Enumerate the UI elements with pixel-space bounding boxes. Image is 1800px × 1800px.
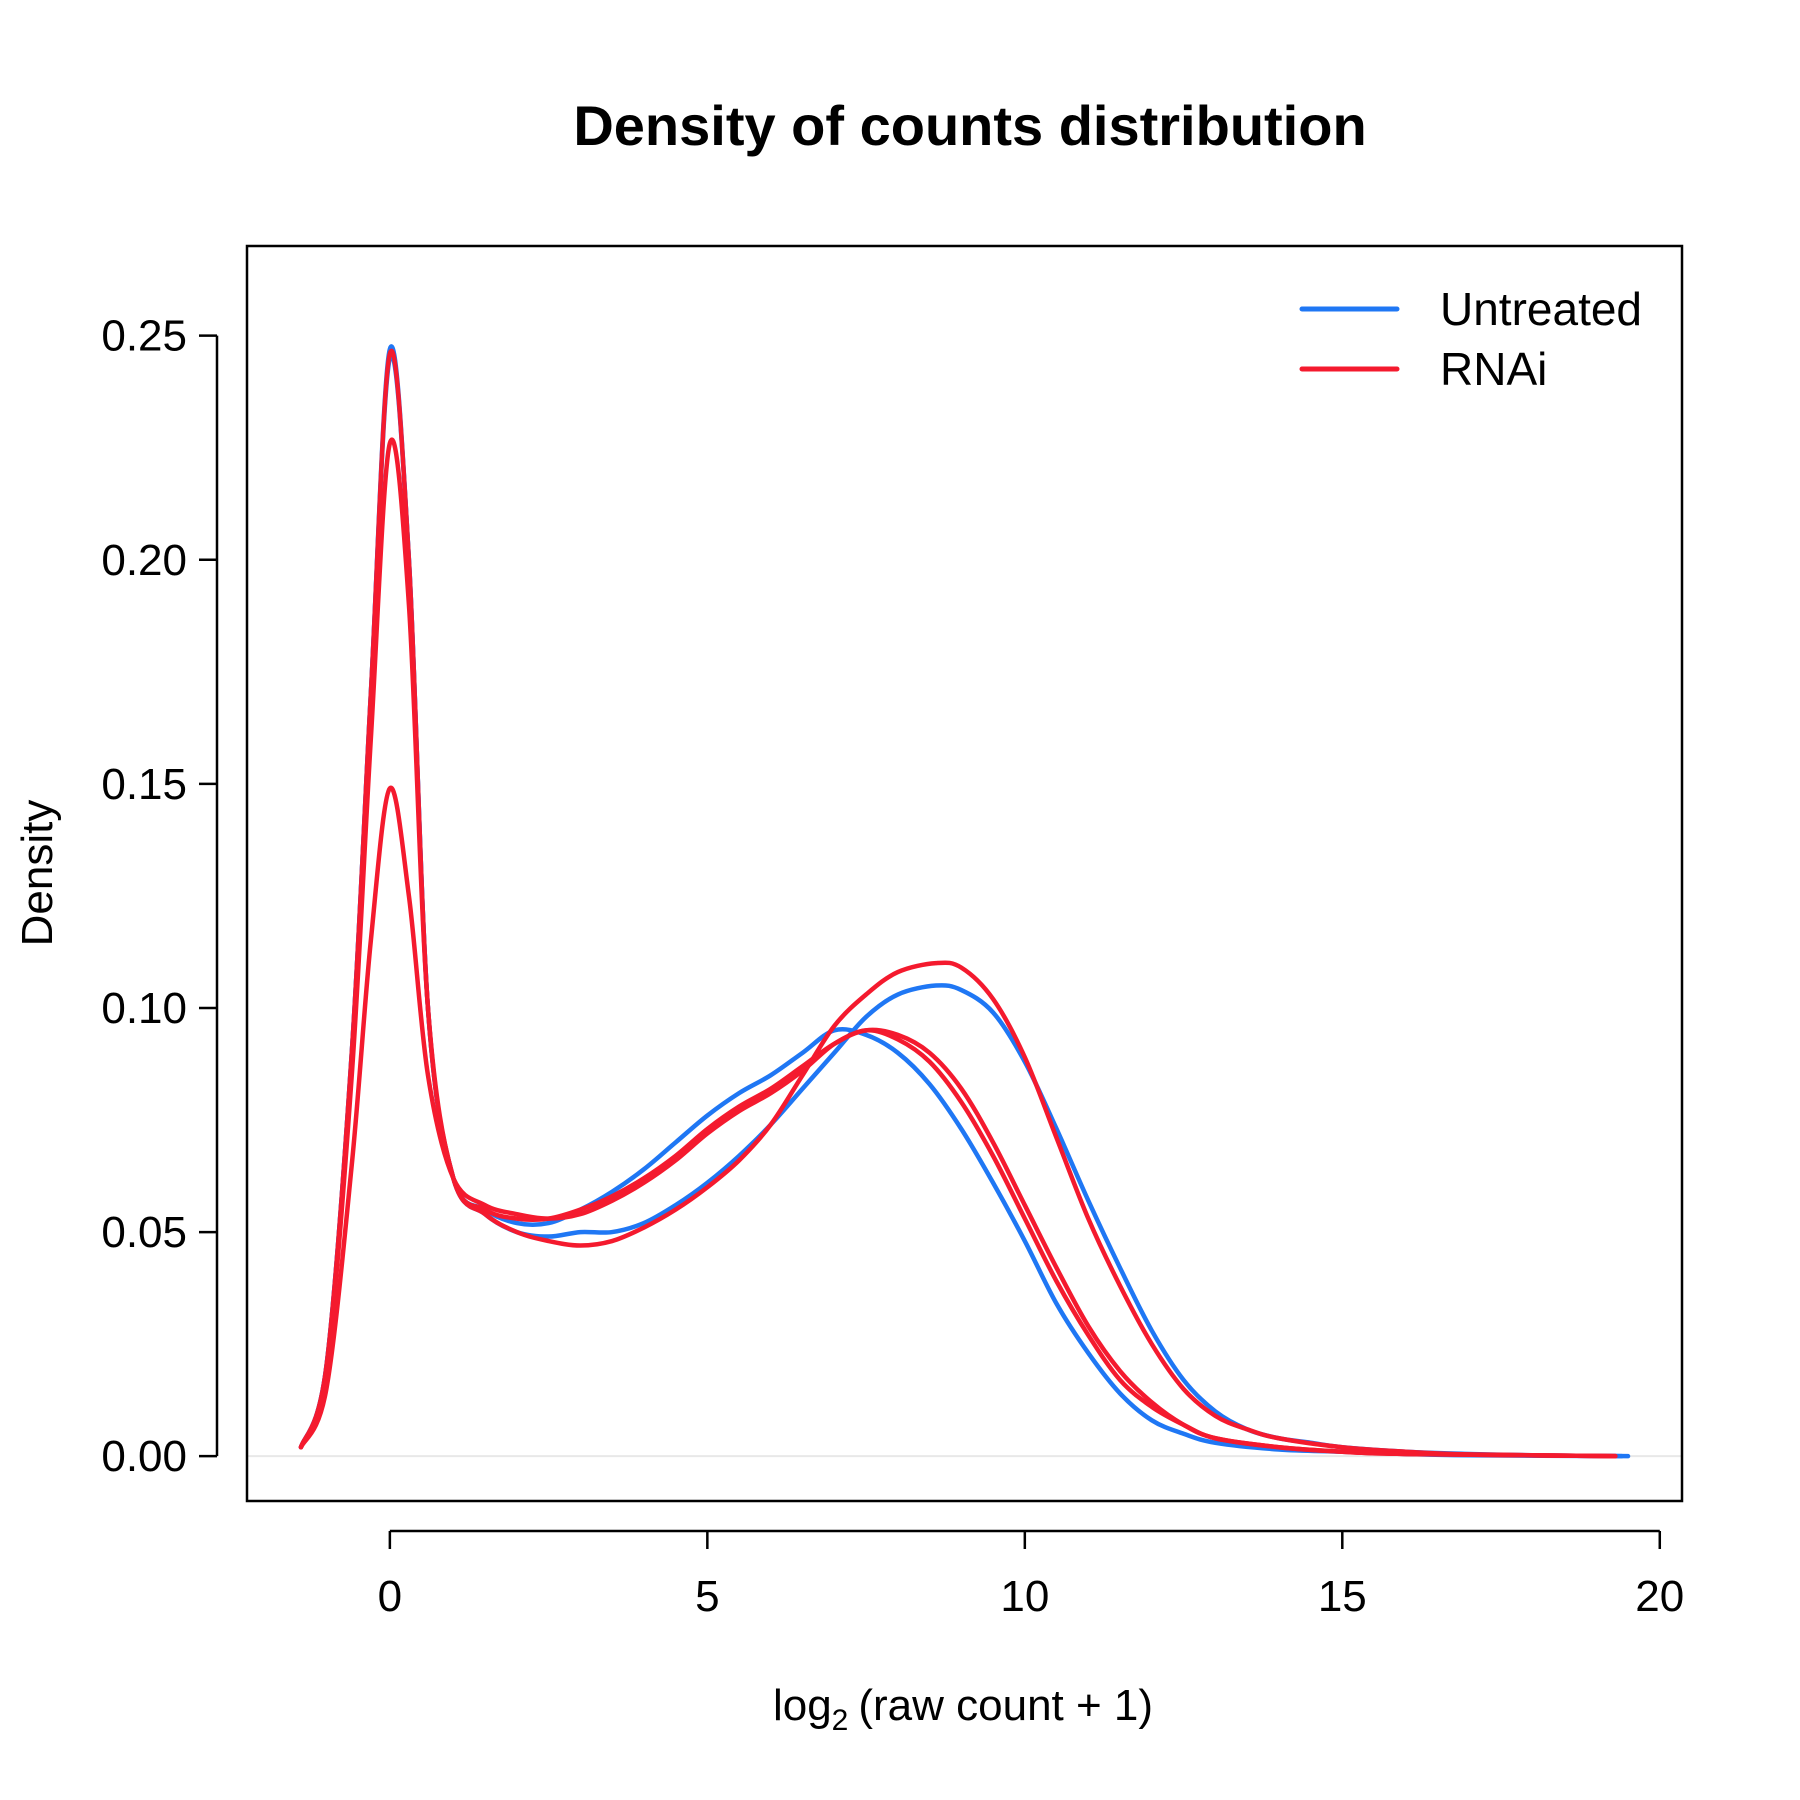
x-tick-label: 20	[1635, 1572, 1684, 1621]
x-axis: 0 5 10 15 20	[378, 1529, 1684, 1621]
y-axis-label: Density	[13, 800, 62, 947]
x-axis-label-subscript: 2	[832, 1704, 849, 1737]
plot-frame	[245, 244, 1684, 1503]
y-tick-label: 0.05	[101, 1208, 187, 1257]
x-tick-label: 5	[695, 1572, 719, 1621]
y-tick-label: 0.00	[101, 1432, 187, 1481]
legend-label-rnai: RNAi	[1440, 343, 1547, 395]
x-tick-label: 0	[378, 1572, 402, 1621]
chart-title: Density of counts distribution	[573, 94, 1366, 157]
x-tick-label: 15	[1318, 1572, 1367, 1621]
y-tick-label: 0.15	[101, 760, 187, 809]
y-tick-label: 0.10	[101, 984, 187, 1033]
series-line-untreated-2	[298, 353, 1624, 1459]
y-tick-label: 0.25	[101, 312, 187, 361]
series-line-rnai-3	[298, 348, 1618, 1459]
y-tick-label: 0.20	[101, 536, 187, 585]
series-line-rnai-4	[298, 437, 1618, 1459]
series-group	[298, 344, 1631, 1459]
x-axis-label: log2 (raw count + 1)	[773, 1681, 1153, 1737]
legend: Untreated RNAi	[1299, 283, 1642, 395]
legend-label-untreated: Untreated	[1440, 283, 1642, 335]
series-line-rnai-5	[298, 785, 1618, 1459]
x-axis-label-log: log	[773, 1681, 832, 1730]
x-axis-label-body: (raw count + 1)	[858, 1681, 1153, 1730]
x-tick-label: 10	[1000, 1572, 1049, 1621]
series-line-untreated-1	[298, 344, 1631, 1459]
y-axis: 0.00 0.05 0.10 0.15 0.20 0.25	[101, 312, 219, 1481]
